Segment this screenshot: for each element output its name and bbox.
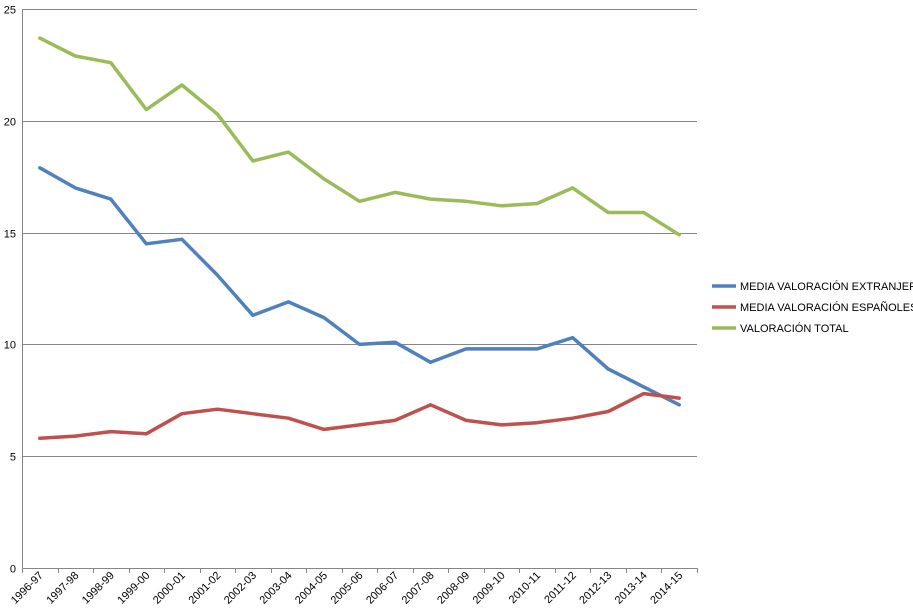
x-tick-label: 2005-06 xyxy=(329,570,366,607)
legend-label: VALORACIÓN TOTAL xyxy=(740,322,849,335)
axes: 05101520251996-971997-981998-991999-0020… xyxy=(4,5,698,607)
x-tick-label: 2010-11 xyxy=(507,570,543,606)
x-tick-label: 2001-02 xyxy=(186,570,223,607)
x-tick-label: 2009-10 xyxy=(471,570,508,607)
legend-label: MEDIA VALORACIÓN EXTRANJEROS xyxy=(740,280,913,293)
x-tick-label: 1997-98 xyxy=(44,570,81,607)
y-tick-label: 10 xyxy=(4,340,16,352)
series-line-2 xyxy=(38,36,681,237)
x-tick-label: 2006-07 xyxy=(364,570,401,607)
legend: MEDIA VALORACIÓN EXTRANJEROS MEDIA VALORA… xyxy=(712,280,913,335)
series-lines xyxy=(38,36,681,441)
y-tick-label: 0 xyxy=(10,564,16,576)
x-tick-label: 2004-05 xyxy=(293,570,330,607)
x-tick-label: 2008-09 xyxy=(435,570,472,607)
x-tick-label: 2011-12 xyxy=(542,570,578,606)
y-tick-label: 20 xyxy=(4,117,16,129)
x-tick-label: 1998-99 xyxy=(80,570,117,607)
x-tick-label: 2013-14 xyxy=(613,570,650,607)
x-tick-label: 2012-13 xyxy=(577,570,614,607)
series-line-1 xyxy=(38,391,681,441)
series-line-0 xyxy=(38,166,681,407)
x-tick-label: 2000-01 xyxy=(151,570,188,607)
legend-label: MEDIA VALORACIÓN ESPAÑOLES xyxy=(740,301,913,314)
x-tick-label: 2003-04 xyxy=(258,570,295,607)
x-tick-label: 2007-08 xyxy=(400,570,437,607)
gridlines xyxy=(22,9,697,457)
legend-item: VALORACIÓN TOTAL xyxy=(712,322,849,335)
y-tick-label: 25 xyxy=(4,5,16,17)
x-tick-label: 1999-00 xyxy=(115,570,152,607)
legend-item: MEDIA VALORACIÓN ESPAÑOLES xyxy=(712,301,913,314)
legend-item: MEDIA VALORACIÓN EXTRANJEROS xyxy=(712,280,913,293)
y-tick-label: 5 xyxy=(10,452,16,464)
x-tick-label: 2002-03 xyxy=(222,570,259,607)
x-tick-label: 2014-15 xyxy=(648,570,685,607)
y-tick-label: 15 xyxy=(4,229,16,241)
